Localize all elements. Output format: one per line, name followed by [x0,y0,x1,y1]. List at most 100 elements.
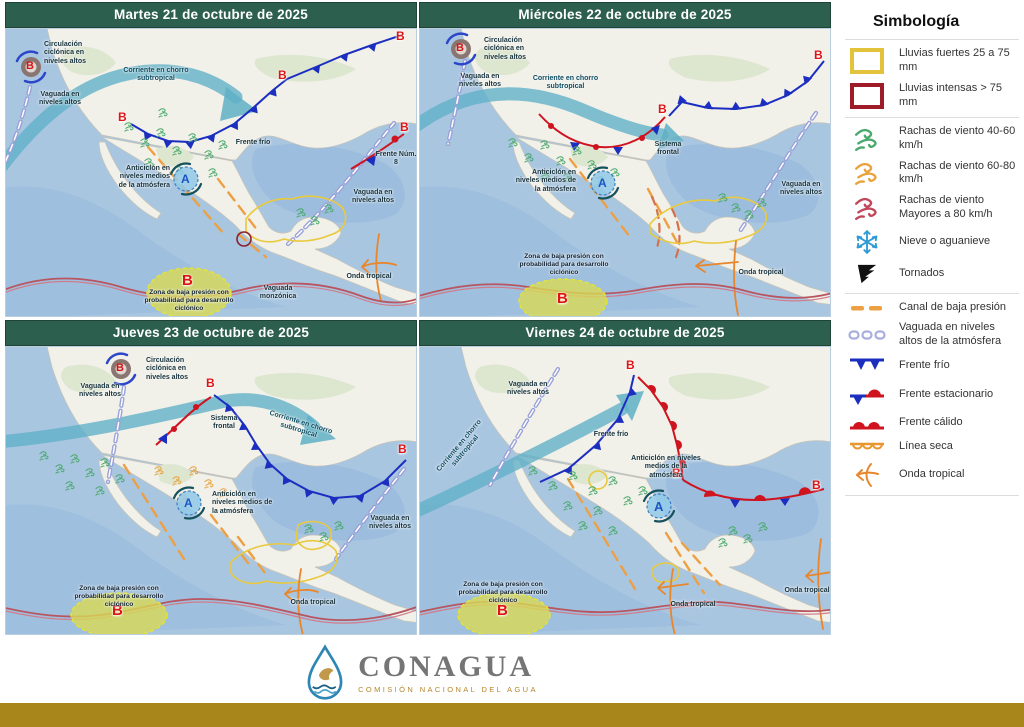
low-pressure-symbol: B [116,362,124,374]
low-pressure-mark: B [557,290,568,307]
annotation-label: Anticiclón en niveles medios de la atmós… [118,165,170,189]
cyclone-zone-label: Zona de baja presión con probabilidad pa… [519,253,609,276]
forecast-panel-wednesday: Miércoles 22 de octubre de 2025 [419,2,831,317]
legend-item: Frente frío [845,356,1019,376]
anticyclone-symbol: A [184,496,193,510]
annotation-label: Anticiclón en niveles medios de la atmós… [515,169,576,193]
low-pressure-mark: B [672,466,681,480]
legend-item-label: Onda tropical [899,468,965,481]
panel-title: Miércoles 22 de octubre de 2025 [419,2,831,28]
divider [845,494,1019,496]
annotation-label: Circulación ciclónica en niveles altos [44,41,87,65]
weather-map-friday: A B B B B Vaguada en niveles altos Frent… [419,346,831,635]
legend-item-label: Frente estacionario [899,388,994,401]
annotation-label: Onda tropical [670,601,716,608]
annotation-label: Circulación ciclónica en niveles altos [146,357,189,381]
legend-item: Lluvias fuertes 25 a 75 mm [845,47,1019,75]
low-pressure-mark: B [626,358,635,372]
legend-item-label: Vaguada en niveles altos de la atmósfera [899,321,1002,348]
anticyclone-symbol: A [181,172,190,186]
annotation-label: Anticiclón en niveles medios de la atmós… [631,455,701,479]
low-pressure-mark: B [814,48,823,62]
low-pressure-mark: B [206,376,215,390]
weather-map-wednesday: B A B B B Circulación ciclónica en nivel… [419,28,831,317]
annotation-label: Anticiclón en niveles medios de la atmós… [212,491,273,515]
symbology-legend: Simbología Lluvias fuertes 25 a 75 mm Ll… [845,6,1019,503]
low-pressure-symbol: B [456,42,464,54]
gold-bar [0,703,1024,727]
annotation-label: Vaguada en niveles altos [458,73,502,89]
legend-item-label: Rachas de viento 40-60 km/h [899,125,1016,151]
forecast-panel-friday: Viernes 24 de octubre de 2025 [419,320,831,635]
divider [845,292,1019,294]
anticyclone-symbol: A [654,499,664,514]
tropical-wave-icon [845,462,889,488]
annotation-label: Vaguada monzónica [259,285,297,301]
legend-item-label: Lluvias intensas > 75 mm [899,82,1003,109]
weather-map-tuesday: B A B B B B B Circulación ciclónica en n… [5,28,417,317]
low-pressure-mark: B [182,272,193,289]
low-pressure-mark: B [400,120,409,134]
gust-red-icon [845,195,889,221]
snow-icon [845,229,889,255]
annotation-label: Vaguada en niveles altos [38,91,82,107]
legend-item-label: Frente cálido [899,416,963,429]
weather-map-thursday: B A B B B Circulación ciclónica en nivel… [5,346,417,635]
annotation-label: Onda tropical [784,587,830,594]
legend-item: Rachas de viento 40-60 km/h [845,125,1019,153]
stationary-front-icon [845,383,889,407]
low-pressure-symbol: B [26,60,34,72]
legend-item-label: Línea seca [899,440,953,453]
panel-title: Viernes 24 de octubre de 2025 [419,320,831,346]
annotation-label: Vaguada en niveles altos [78,383,122,399]
annotation-label: Onda tropical [346,273,392,280]
legend-item: Canal de baja presión [845,301,1019,315]
low-pressure-mark: B [812,478,821,492]
low-pressure-mark: B [398,442,407,456]
divider [845,117,1019,119]
legend-item: Rachas de viento 60-80 km/h [845,160,1019,188]
legend-item: Frente cálido [845,414,1019,432]
anticyclone-symbol: A [598,176,607,190]
annotation-label: Vaguada en niveles altos [368,515,412,531]
low-pressure-mark: B [118,110,127,124]
gust-green-icon [845,126,889,152]
legend-item-label: Tornados [899,266,945,279]
forecast-panel-tuesday: Martes 21 de octubre de 2025 [5,2,417,317]
legend-item-label: Lluvias fuertes 25 a 75 mm [899,47,1010,74]
annotation-label: Onda tropical [290,599,336,606]
annotation-label: Frente frío [593,431,629,438]
annotation-label: Sistema frontal [654,141,682,157]
annotation-label: Vaguada en niveles altos [351,189,395,205]
brand-subtitle: COMISIÓN NACIONAL DEL AGUA [358,685,538,695]
low-pressure-mark: B [112,602,123,619]
low-pressure-mark: B [278,68,287,82]
cold-front-icon [845,356,889,376]
panel-title: Jueves 23 de octubre de 2025 [5,320,417,346]
legend-item-label: Rachas de viento Mayores a 80 km/h [899,194,993,220]
legend-item-label: Rachas de viento 60-80 km/h [899,159,1016,186]
annotation-label: Corriente en chorro subtropical [532,75,599,91]
brand-name: CONAGUA [358,650,535,684]
brand-block: CONAGUA COMISIÓN NACIONAL DEL AGUA [358,652,538,694]
tornado-icon [845,262,889,286]
panel-title: Martes 21 de octubre de 2025 [5,2,417,28]
annotation-label: Sistema frontal [210,415,238,431]
rain-heavy-icon [845,47,889,75]
annotation-label: Circulación ciclónica en niveles altos [484,37,527,61]
low-pressure-mark: B [497,602,508,619]
cyclone-zone-label: Zona de baja presión con probabilidad pa… [144,289,234,312]
annotation-label: Onda tropical [738,269,784,276]
divider [845,39,1019,41]
legend-item-label: Canal de baja presión [899,300,1007,313]
cyclone-zone-label: Zona de baja presión con probabilidad pa… [74,585,164,608]
legend-item: Vaguada en niveles altos de la atmósfera [845,321,1019,349]
low-pressure-channel-icon [845,302,889,314]
legend-item: Lluvias intensas > 75 mm [845,82,1019,110]
conagua-logo [307,644,343,700]
rain-intense-icon [845,82,889,110]
cyclone-zone-label: Zona de baja presión con probabilidad pa… [458,581,548,604]
annotation-label: Vaguada en niveles altos [506,381,550,397]
legend-item: Onda tropical [845,462,1019,488]
